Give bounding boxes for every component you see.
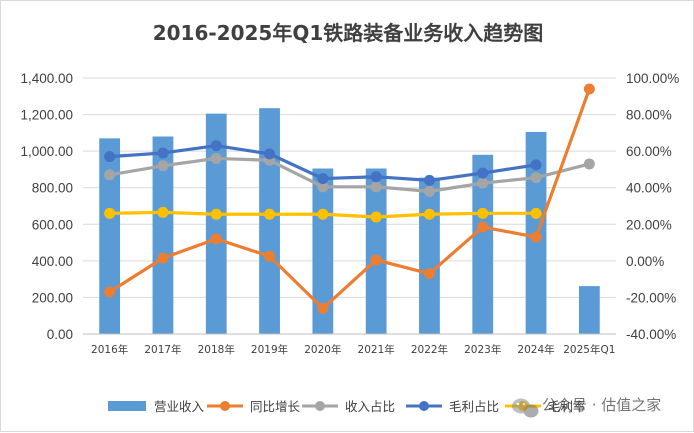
- y-left-tick: 800.00: [32, 181, 73, 196]
- bar-series: [99, 108, 600, 335]
- bar: [312, 168, 334, 334]
- bar: [205, 113, 227, 335]
- data-point: [210, 140, 222, 152]
- data-point: [210, 233, 222, 245]
- y-left-tick: 0.00: [47, 327, 73, 342]
- data-point: [104, 169, 116, 181]
- bar: [578, 286, 600, 334]
- legend-label: 营业收入: [154, 399, 205, 414]
- data-point: [264, 208, 276, 220]
- legend-label: 同比增长: [250, 399, 301, 414]
- data-point: [477, 177, 489, 189]
- y-right-tick: 20.00%: [626, 217, 672, 232]
- legend-label: 毛利率: [548, 399, 586, 414]
- data-point: [157, 160, 169, 172]
- series-line-2: [108, 156, 591, 193]
- x-tick-label: 2019年: [251, 343, 288, 356]
- data-point: [264, 250, 276, 262]
- data-point: [477, 221, 489, 233]
- y-left-tick: 400.00: [32, 254, 73, 269]
- data-point: [317, 208, 329, 220]
- x-tick-label: 2018年: [198, 343, 235, 356]
- data-point: [583, 158, 595, 170]
- x-tick-label: 2025年Q1: [563, 343, 615, 356]
- data-point: [423, 174, 435, 186]
- bar: [99, 138, 121, 334]
- y-left-tick: 200.00: [32, 290, 73, 305]
- y-axis-left: 0.00 200.00 400.00 600.00 800.00 1,000.00 1,20…: [20, 71, 73, 342]
- legend-label: 毛利占比: [449, 399, 499, 414]
- y-left-tick: 1,400.00: [20, 71, 73, 86]
- data-point: [423, 208, 435, 220]
- y-right-tick: -40.00%: [626, 327, 676, 342]
- data-point: [583, 83, 595, 95]
- wechat-icon: [512, 398, 539, 418]
- data-point: [530, 231, 542, 243]
- data-point: [370, 171, 382, 183]
- data-point: [210, 208, 222, 220]
- series-line-1: [108, 87, 591, 310]
- bar: [259, 108, 280, 335]
- chart-title: 2016-2025年Q1铁路装备业务收入趋势图: [153, 21, 544, 45]
- legend-marker: [220, 401, 230, 411]
- data-point: [370, 181, 382, 193]
- data-point: [370, 211, 382, 223]
- data-point: [210, 152, 222, 164]
- y-axis-right: -40.00% -20.00% 0.00% 20.00% 40.00% 60.00% 80.…: [626, 71, 679, 342]
- data-point: [317, 181, 329, 193]
- data-point: [104, 207, 116, 219]
- x-tick-label: 2016年: [91, 343, 128, 356]
- y-right-tick: 40.00%: [626, 181, 672, 196]
- data-point: [530, 207, 542, 219]
- watermark: 公众号 · 估值之家: [512, 396, 661, 418]
- y-right-tick: 0.00%: [626, 254, 664, 269]
- x-axis: 2016年 2017年 2018年 2019年 2020年 2021年 2022年 2023年…: [83, 333, 616, 356]
- legend-marker: [315, 401, 325, 411]
- data-point: [157, 206, 169, 218]
- data-point: [477, 167, 489, 179]
- y-right-tick: -20.00%: [626, 290, 676, 305]
- y-left-tick: 600.00: [32, 217, 73, 232]
- x-tick-label: 2022年: [411, 343, 448, 356]
- bar: [152, 136, 174, 334]
- y-right-tick: 100.00%: [626, 71, 679, 86]
- y-left-tick: 1,000.00: [20, 144, 73, 159]
- x-tick-label: 2023年: [464, 343, 501, 356]
- data-point: [530, 159, 542, 171]
- bar: [419, 177, 440, 334]
- data-point: [264, 148, 276, 160]
- data-point: [477, 207, 489, 219]
- x-tick-label: 2020年: [304, 343, 341, 356]
- data-point: [370, 254, 382, 266]
- data-point: [423, 185, 435, 197]
- data-point: [317, 173, 329, 185]
- line-series: [104, 83, 595, 314]
- bar: [365, 168, 387, 334]
- x-tick-label: 2017年: [144, 343, 181, 356]
- legend-label: 收入占比: [345, 399, 395, 414]
- data-point: [104, 151, 116, 163]
- data-point: [423, 268, 435, 280]
- y-right-tick: 80.00%: [626, 108, 672, 123]
- bar: [472, 154, 494, 334]
- data-point: [530, 172, 542, 184]
- data-point: [157, 147, 169, 159]
- data-point: [317, 302, 329, 314]
- x-tick-label: 2021年: [358, 343, 395, 356]
- y-left-tick: 1,200.00: [20, 108, 73, 123]
- x-tick-label: 2024年: [517, 343, 554, 356]
- watermark-text: 公众号 · 估值之家: [542, 396, 661, 414]
- legend-swatch: [108, 401, 146, 411]
- y-right-tick: 60.00%: [626, 144, 672, 159]
- data-point: [157, 252, 169, 264]
- legend-marker: [419, 401, 429, 411]
- data-point: [104, 286, 116, 298]
